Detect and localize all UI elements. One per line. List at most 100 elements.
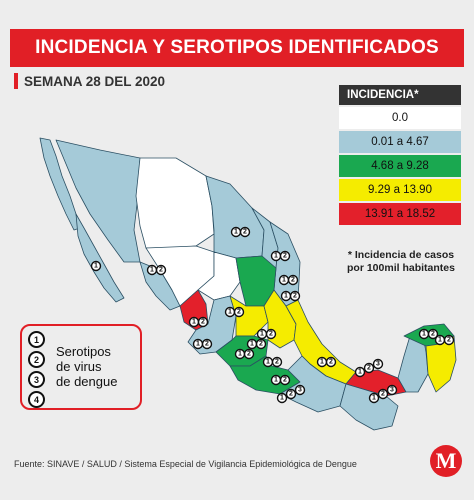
svg-text:3: 3 xyxy=(390,387,394,394)
svg-text:2: 2 xyxy=(159,267,163,274)
svg-text:1: 1 xyxy=(284,293,288,300)
svg-text:2: 2 xyxy=(289,391,293,398)
serotype-badges: 1 2 3 4 xyxy=(28,331,45,411)
svg-text:2: 2 xyxy=(237,309,241,316)
svg-text:1: 1 xyxy=(238,351,242,358)
svg-text:1: 1 xyxy=(438,337,442,344)
serotype-marker-coahuila-2: 2 xyxy=(279,250,291,262)
serotype-marker-oaxaca-3: 3 xyxy=(294,384,306,396)
serotype-marker-nayarit-2: 2 xyxy=(197,316,209,328)
svg-text:1: 1 xyxy=(94,263,98,270)
serotype-marker-oaxaca-1: 1 xyxy=(276,392,288,404)
serotype-label-line-1: Serotipos xyxy=(56,344,111,359)
serotype-marker-san-luis-potosi-1: 1 xyxy=(246,338,258,350)
serotype-marker-jalisco-1: 1 xyxy=(192,338,204,350)
serotype-marker-zacatecas-2: 2 xyxy=(233,306,245,318)
region-baja-california-sur xyxy=(75,213,125,303)
serotype-marker-veracruz-2: 2 xyxy=(325,356,337,368)
serotype-marker-yucatan-2: 2 xyxy=(427,328,439,340)
serotype-marker-guanajuato-2: 2 xyxy=(265,328,277,340)
svg-text:2: 2 xyxy=(205,341,209,348)
svg-text:2: 2 xyxy=(269,331,273,338)
serotype-marker-yucatan-1: 1 xyxy=(418,328,430,340)
serotype-marker-michoacan-1: 1 xyxy=(234,348,246,360)
svg-text:1: 1 xyxy=(280,395,284,402)
serotype-marker-quintana-roo-1: 1 xyxy=(434,334,446,346)
serotype-marker-chihuahua-2: 2 xyxy=(239,226,251,238)
svg-text:2: 2 xyxy=(283,377,287,384)
region-campeche xyxy=(397,329,429,393)
serotype-badge-3: 3 xyxy=(28,371,45,388)
serotype-key: 1 2 3 4 Serotipos de virus de dengue xyxy=(20,324,142,410)
serotype-badge-4: 4 xyxy=(28,391,45,408)
svg-text:2: 2 xyxy=(259,341,263,348)
svg-text:1: 1 xyxy=(422,331,426,338)
serotype-marker-guanajuato-1: 1 xyxy=(256,328,268,340)
serotype-label: Serotipos de virus de dengue xyxy=(56,344,117,389)
svg-text:2: 2 xyxy=(431,331,435,338)
svg-text:1: 1 xyxy=(358,369,362,376)
serotype-marker-nuevo-leon-1: 1 xyxy=(278,274,290,286)
page-title: INCIDENCIA Y SEROTIPOS IDENTIFICADOS xyxy=(10,29,464,67)
svg-text:2: 2 xyxy=(275,359,279,366)
serotype-marker-tamaulipas-2: 2 xyxy=(289,290,301,302)
svg-text:1: 1 xyxy=(150,267,154,274)
svg-text:2: 2 xyxy=(201,319,205,326)
serotype-marker-edomex-1: 1 xyxy=(262,356,274,368)
serotype-marker-sinaloa-2: 2 xyxy=(155,264,167,276)
svg-text:2: 2 xyxy=(291,277,295,284)
svg-text:1: 1 xyxy=(266,359,270,366)
serotype-marker-tabasco-3: 3 xyxy=(372,358,384,370)
serotype-marker-nuevo-leon-2: 2 xyxy=(287,274,299,286)
svg-text:1: 1 xyxy=(234,229,238,236)
serotype-marker-guerrero-2: 2 xyxy=(279,374,291,386)
serotype-marker-chiapas-3: 3 xyxy=(386,384,398,396)
legend-note: * Incidencia de casos por 100mil habitan… xyxy=(339,249,463,275)
serotype-marker-veracruz-1: 1 xyxy=(316,356,328,368)
serotype-marker-coahuila-1: 1 xyxy=(270,250,282,262)
region-chihuahua xyxy=(135,157,215,249)
svg-text:1: 1 xyxy=(372,395,376,402)
serotype-marker-chihuahua-1: 1 xyxy=(230,226,242,238)
svg-text:3: 3 xyxy=(376,361,380,368)
svg-text:2: 2 xyxy=(381,391,385,398)
svg-text:1: 1 xyxy=(250,341,254,348)
region-sonora xyxy=(55,139,141,263)
serotype-marker-san-luis-potosi-2: 2 xyxy=(255,338,267,350)
svg-text:2: 2 xyxy=(243,229,247,236)
incidence-legend: INCIDENCIA* 0.0 0.01 a 4.67 4.68 a 9.28 … xyxy=(339,85,461,225)
week-marker xyxy=(14,73,18,89)
serotype-marker-zacatecas-1: 1 xyxy=(224,306,236,318)
svg-text:2: 2 xyxy=(367,365,371,372)
serotype-marker-jalisco-2: 2 xyxy=(201,338,213,350)
serotype-marker-baja-california-sur-1: 1 xyxy=(90,260,102,272)
svg-text:3: 3 xyxy=(298,387,302,394)
serotype-marker-oaxaca-2: 2 xyxy=(285,388,297,400)
svg-text:2: 2 xyxy=(247,351,251,358)
serotype-badge-2: 2 xyxy=(28,351,45,368)
region-coahuila xyxy=(205,175,265,259)
svg-text:1: 1 xyxy=(320,359,324,366)
serotype-marker-tamaulipas-1: 1 xyxy=(280,290,292,302)
serotype-marker-edomex-2: 2 xyxy=(271,356,283,368)
source-note: Fuente: SINAVE / SALUD / Sistema Especia… xyxy=(14,459,357,469)
serotype-marker-sinaloa-1: 1 xyxy=(146,264,158,276)
serotype-marker-chiapas-2: 2 xyxy=(377,388,389,400)
legend-bin-high: 9.29 a 13.90 xyxy=(339,177,461,201)
legend-bin-top: 13.91 a 18.52 xyxy=(339,201,461,225)
week-text: SEMANA 28 DEL 2020 xyxy=(24,73,166,89)
serotype-label-line-2: de virus xyxy=(56,359,102,374)
svg-text:2: 2 xyxy=(293,293,297,300)
svg-text:1: 1 xyxy=(260,331,264,338)
svg-text:1: 1 xyxy=(196,341,200,348)
legend-note-mark: * xyxy=(347,249,352,261)
legend-heading: INCIDENCIA* xyxy=(339,85,461,105)
serotype-marker-tabasco-1: 1 xyxy=(354,366,366,378)
serotype-marker-guerrero-1: 1 xyxy=(270,374,282,386)
serotype-marker-quintana-roo-2: 2 xyxy=(443,334,455,346)
svg-text:1: 1 xyxy=(274,377,278,384)
milenio-logo: M xyxy=(430,445,462,477)
svg-text:2: 2 xyxy=(447,337,451,344)
